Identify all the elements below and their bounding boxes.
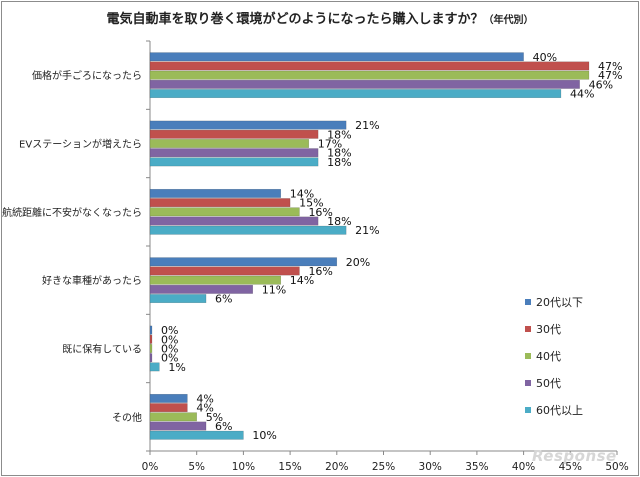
bar bbox=[149, 188, 282, 198]
bar bbox=[149, 266, 300, 276]
bar-value-label: 10% bbox=[252, 429, 276, 442]
bar bbox=[149, 52, 524, 62]
bar bbox=[149, 207, 300, 217]
bar-value-label: 4% bbox=[196, 402, 213, 415]
category-label: 好きな車種があったら bbox=[42, 274, 142, 287]
bar bbox=[149, 79, 580, 89]
legend-label: 30代 bbox=[536, 323, 561, 336]
x-tick-label: 40% bbox=[512, 461, 535, 473]
legend-label: 60代以上 bbox=[536, 404, 583, 417]
legend-swatch bbox=[525, 380, 531, 386]
bar bbox=[149, 120, 347, 130]
bar bbox=[149, 344, 153, 353]
bar-value-label: 14% bbox=[290, 187, 314, 200]
x-tick-label: 20% bbox=[325, 461, 348, 473]
legend-label: 50代 bbox=[536, 377, 561, 390]
bar-value-label: 0% bbox=[161, 343, 178, 356]
bar bbox=[149, 139, 310, 148]
bar-value-label: 0% bbox=[161, 333, 178, 346]
bar-value-label: 46% bbox=[589, 78, 613, 91]
bar-value-label: 17% bbox=[318, 138, 342, 151]
bar bbox=[149, 61, 590, 71]
bar bbox=[149, 294, 207, 304]
bar-value-label: 47% bbox=[598, 60, 622, 73]
bar-value-label: 18% bbox=[327, 128, 351, 141]
bar bbox=[149, 353, 153, 363]
bar bbox=[149, 157, 319, 167]
chart-subtitle: （年代別） bbox=[483, 15, 534, 26]
x-tick-label: 25% bbox=[372, 461, 395, 473]
bar-value-label: 0% bbox=[161, 324, 178, 337]
x-tick-label: 50% bbox=[605, 461, 628, 473]
response-watermark: Response bbox=[532, 447, 617, 465]
bar bbox=[149, 70, 590, 80]
legend-swatch bbox=[525, 353, 531, 359]
bar-value-label: 16% bbox=[308, 265, 332, 278]
x-tick-label: 15% bbox=[278, 461, 301, 473]
bar bbox=[149, 284, 253, 294]
bar-value-label: 14% bbox=[290, 274, 314, 287]
bar-value-label: 16% bbox=[308, 206, 332, 219]
x-tick-label: 10% bbox=[232, 461, 255, 473]
bar-value-label: 5% bbox=[206, 411, 223, 424]
bar-value-label: 18% bbox=[327, 147, 351, 160]
legend-label: 40代 bbox=[536, 350, 561, 363]
bar-value-label: 21% bbox=[355, 224, 379, 237]
bar bbox=[149, 275, 282, 285]
bar bbox=[149, 89, 562, 99]
bar-value-label: 6% bbox=[215, 420, 232, 433]
bar bbox=[149, 216, 319, 226]
legend-label: 20代以下 bbox=[536, 296, 583, 309]
bar bbox=[149, 362, 160, 372]
bar-value-label: 20% bbox=[346, 256, 370, 269]
bar-value-label: 40% bbox=[533, 51, 557, 64]
bar bbox=[149, 148, 319, 158]
bar-value-label: 6% bbox=[215, 293, 232, 306]
x-tick-label: 45% bbox=[559, 461, 582, 473]
category-label: その他 bbox=[112, 411, 142, 424]
legend-swatch bbox=[525, 326, 531, 332]
x-tick-label: 5% bbox=[188, 461, 205, 473]
bar-value-label: 21% bbox=[355, 119, 379, 132]
bar-value-label: 47% bbox=[598, 69, 622, 82]
bar bbox=[149, 257, 338, 267]
bar bbox=[149, 412, 197, 422]
bar-value-label: 18% bbox=[327, 215, 351, 228]
bar bbox=[149, 198, 291, 208]
category-label: EVステーションが増えたら bbox=[19, 138, 142, 151]
legend-swatch bbox=[525, 407, 531, 413]
bar-value-label: 18% bbox=[327, 156, 351, 169]
x-tick-label: 30% bbox=[419, 461, 442, 473]
bar bbox=[149, 334, 153, 344]
bar-value-label: 1% bbox=[168, 361, 185, 374]
legend-swatch bbox=[525, 299, 531, 305]
x-tick-label: 35% bbox=[465, 461, 488, 473]
bar bbox=[149, 129, 319, 139]
x-tick-label: 0% bbox=[142, 461, 159, 473]
chart-title: 電気自動車を取り巻く環境がどのようになったら購入しますか？（年代別） bbox=[0, 8, 640, 27]
bar bbox=[149, 225, 347, 235]
category-label: 航続距離に不安がなくなったら bbox=[2, 206, 142, 219]
bar bbox=[149, 430, 244, 440]
bar bbox=[149, 421, 207, 431]
category-label: 既に保有している bbox=[62, 343, 142, 356]
bar-value-label: 44% bbox=[570, 88, 594, 101]
bar bbox=[149, 325, 153, 335]
bar-value-label: 4% bbox=[196, 392, 213, 405]
bar-value-label: 11% bbox=[262, 283, 286, 296]
bar bbox=[149, 393, 188, 403]
bar-value-label: 15% bbox=[299, 197, 323, 210]
category-label: 価格が手ごろになったら bbox=[32, 69, 142, 82]
chart-title-main: 電気自動車を取り巻く環境がどのようになったら購入しますか？ bbox=[106, 12, 484, 27]
bar bbox=[149, 403, 188, 413]
bar-value-label: 0% bbox=[161, 352, 178, 365]
